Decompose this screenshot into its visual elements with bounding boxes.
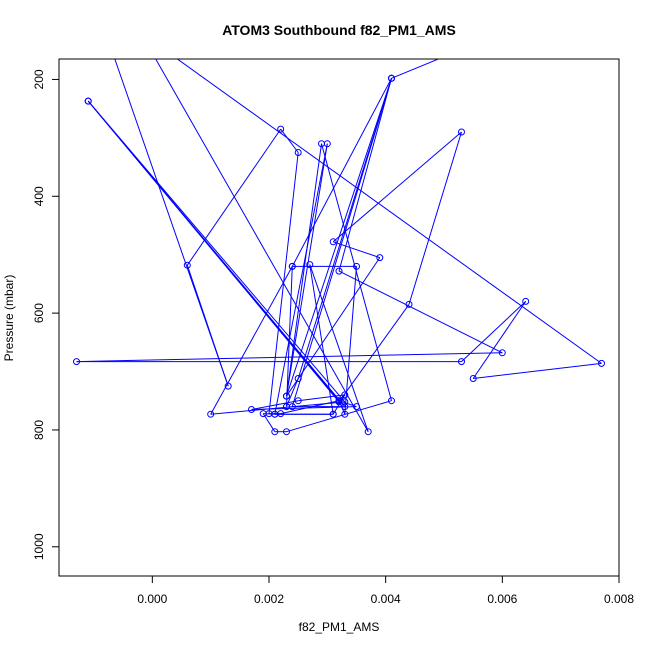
series-line-segment xyxy=(338,78,392,272)
series-line-segment xyxy=(344,266,357,415)
data-point xyxy=(103,30,109,36)
data-point xyxy=(353,403,360,411)
plot-area xyxy=(73,30,605,436)
series-line-segment xyxy=(338,270,503,354)
series-line-segment xyxy=(286,378,299,407)
x-tick-label: 0.006 xyxy=(487,592,517,606)
data-point xyxy=(318,140,325,148)
series-line-segment xyxy=(87,100,346,407)
series-line-segment xyxy=(291,78,392,407)
data-point xyxy=(329,238,337,246)
y-tick-label: 400 xyxy=(32,186,46,206)
data-point xyxy=(271,428,279,436)
series-line-segment xyxy=(155,59,369,432)
series-line-segment xyxy=(472,301,527,379)
data-point xyxy=(277,125,285,133)
series-line-segment xyxy=(76,352,503,363)
data-point xyxy=(469,375,477,382)
series-line-segment xyxy=(286,400,392,433)
data-point xyxy=(294,397,302,405)
series-line-segment xyxy=(286,257,381,397)
data-point xyxy=(288,262,296,270)
series-line-segment xyxy=(87,100,346,403)
y-tick-label: 600 xyxy=(32,303,46,323)
data-point xyxy=(522,297,530,305)
x-axis: 0.000 0.002 0.004 0.006 0.008 xyxy=(137,575,634,606)
series-line-segment xyxy=(298,394,345,402)
data-point xyxy=(341,391,349,399)
data-point xyxy=(335,267,343,275)
data-point xyxy=(84,97,92,105)
data-point xyxy=(364,428,372,436)
data-point xyxy=(294,149,302,156)
series-line-segment xyxy=(210,401,345,415)
y-tick-label: 200 xyxy=(32,69,46,89)
x-axis-label: f82_PM1_AMS xyxy=(299,620,380,634)
data-point xyxy=(207,410,215,418)
data-point xyxy=(259,410,267,418)
data-point xyxy=(598,359,605,367)
data-point xyxy=(329,410,337,418)
data-point xyxy=(341,410,349,418)
x-tick-label: 0.000 xyxy=(137,592,167,606)
x-tick-label: 0.002 xyxy=(254,592,284,606)
data-point xyxy=(183,261,191,269)
data-point xyxy=(458,128,465,136)
data-point xyxy=(341,403,349,411)
series-line-segment xyxy=(332,131,462,243)
data-point xyxy=(388,397,395,405)
data-point xyxy=(271,410,279,418)
chart-title: ATOM3 Southbound f82_PM1_AMS xyxy=(222,22,456,38)
series-line-segment xyxy=(186,265,229,387)
series-line-segment xyxy=(263,413,275,415)
data-point xyxy=(294,375,302,382)
data-point xyxy=(376,254,384,262)
series-line-segment xyxy=(391,59,440,79)
series-line-segment xyxy=(473,362,602,379)
data-point xyxy=(224,382,232,390)
series-line-segment xyxy=(286,143,322,397)
data-point xyxy=(458,358,465,366)
x-tick-label: 0.004 xyxy=(371,592,401,606)
data-point xyxy=(283,428,290,436)
data-point xyxy=(283,392,290,400)
series-line-segment xyxy=(408,131,462,305)
y-tick-label: 800 xyxy=(32,420,46,440)
data-point xyxy=(498,349,506,357)
y-axis: 200 400 600 800 1000 xyxy=(32,69,60,560)
data-point xyxy=(138,30,144,36)
series-line-segment xyxy=(338,304,410,403)
series-line-segment xyxy=(280,128,299,153)
series-line-segment xyxy=(262,413,276,432)
series-line-segment xyxy=(461,301,527,362)
data-point xyxy=(306,261,314,269)
series-line-segment xyxy=(176,59,602,364)
data-point xyxy=(73,358,80,366)
data-point xyxy=(335,397,343,405)
data-point xyxy=(248,406,255,413)
data-point xyxy=(499,30,505,36)
x-tick-label: 0.008 xyxy=(604,592,634,606)
y-axis-label: Pressure (mbar) xyxy=(2,275,16,362)
data-point xyxy=(288,403,296,411)
series-line-segment xyxy=(210,266,293,415)
series-line-segment xyxy=(274,143,328,415)
y-tick-label: 1000 xyxy=(32,533,46,560)
series-line-segment xyxy=(286,143,328,397)
data-point xyxy=(405,300,413,308)
series-line-segment xyxy=(309,264,334,415)
series-line-segment xyxy=(251,400,299,410)
series-line-segment xyxy=(291,78,392,267)
series-line-segment xyxy=(286,266,293,407)
data-point xyxy=(388,74,395,82)
data-point xyxy=(353,262,360,270)
